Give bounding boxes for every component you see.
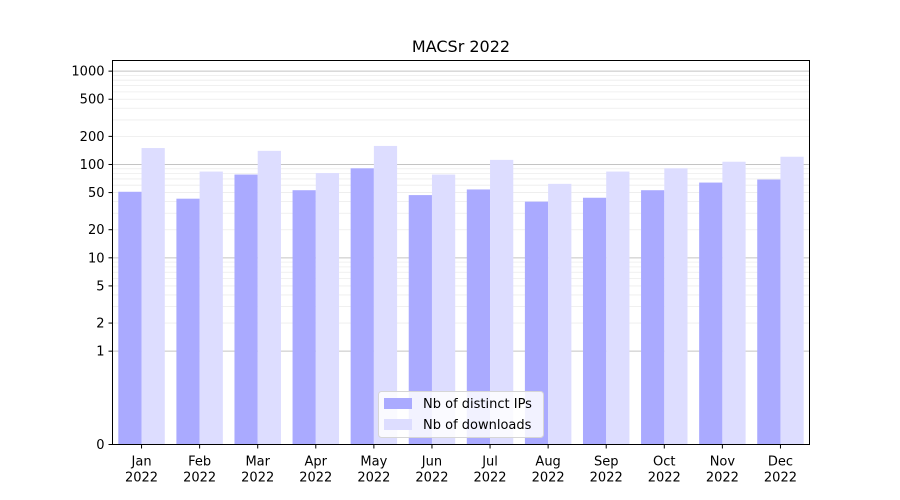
legend-swatch <box>384 419 412 430</box>
grid-lines <box>112 70 810 352</box>
x-tick-label: Apr 2022 <box>299 455 332 486</box>
x-tick-label: Sep 2022 <box>590 455 623 486</box>
y-tick-label: 5 <box>96 279 104 294</box>
bar-ips <box>641 190 665 445</box>
y-tick-label: 1 <box>96 345 104 360</box>
y-axis: 0 1 2 5 10 20 50 100 200 500 1000 <box>71 65 113 453</box>
y-tick-label: 500 <box>80 93 105 108</box>
x-tick-label: Mar 2022 <box>241 455 274 486</box>
bar-downloads <box>780 156 804 445</box>
x-tick-label: Jul 2022 <box>473 455 506 486</box>
chart-title: MACSr 2022 <box>412 37 510 56</box>
bar-downloads <box>199 171 223 445</box>
bar-ips <box>234 174 258 445</box>
x-tick-label: May 2022 <box>357 455 390 486</box>
bar-ips <box>118 191 142 445</box>
bars <box>118 145 804 445</box>
bar-downloads <box>373 145 398 445</box>
bar-ips <box>524 201 549 445</box>
y-tick-label: 100 <box>80 158 105 173</box>
bar-downloads <box>141 148 165 445</box>
bar-ips <box>176 198 200 445</box>
x-tick-label: Nov 2022 <box>706 455 739 486</box>
x-tick-label: Oct 2022 <box>648 455 681 486</box>
bar-downloads <box>722 161 746 445</box>
x-tick-label: Dec 2022 <box>764 455 797 486</box>
bar-ips <box>292 190 316 445</box>
bar-ips <box>350 168 374 445</box>
y-tick-label: 10 <box>88 251 105 266</box>
plot-frame <box>112 60 810 445</box>
bar-downloads <box>257 150 281 445</box>
legend-swatch <box>384 398 412 409</box>
x-axis: Jan 2022 Feb 2022 Mar 2022 Apr 2022 May 2022 Jun 20… <box>125 444 797 486</box>
x-tick-label: Jun 2022 <box>415 455 448 486</box>
bar-downloads <box>490 159 514 445</box>
y-tick-label: 2 <box>96 317 104 332</box>
y-tick-label: 20 <box>88 223 105 238</box>
bar-ips <box>466 189 491 445</box>
x-tick-label: Feb 2022 <box>183 455 216 486</box>
y-tick-label: 50 <box>88 186 105 201</box>
bar-downloads <box>431 174 456 445</box>
x-tick-label: Aug 2022 <box>532 455 565 486</box>
bar-ips <box>757 179 781 445</box>
bar-downloads <box>606 171 630 445</box>
bar-ips <box>408 195 432 445</box>
x-tick-label: Jan 2022 <box>125 455 158 486</box>
bar-ips <box>582 197 607 445</box>
bar-downloads <box>548 183 572 445</box>
bar-downloads <box>315 173 340 445</box>
legend-label: Nb of downloads <box>423 418 532 433</box>
y-tick-label: 1000 <box>71 65 104 80</box>
y-tick-label: 0 <box>96 438 104 453</box>
legend-label: Nb of distinct IPs <box>423 397 532 412</box>
legend: Nb of distinct IPs Nb of downloads <box>378 391 544 438</box>
legend-box <box>378 391 544 438</box>
bar-downloads <box>664 168 688 445</box>
bar-ips <box>699 182 723 445</box>
y-tick-label: 200 <box>80 130 105 145</box>
